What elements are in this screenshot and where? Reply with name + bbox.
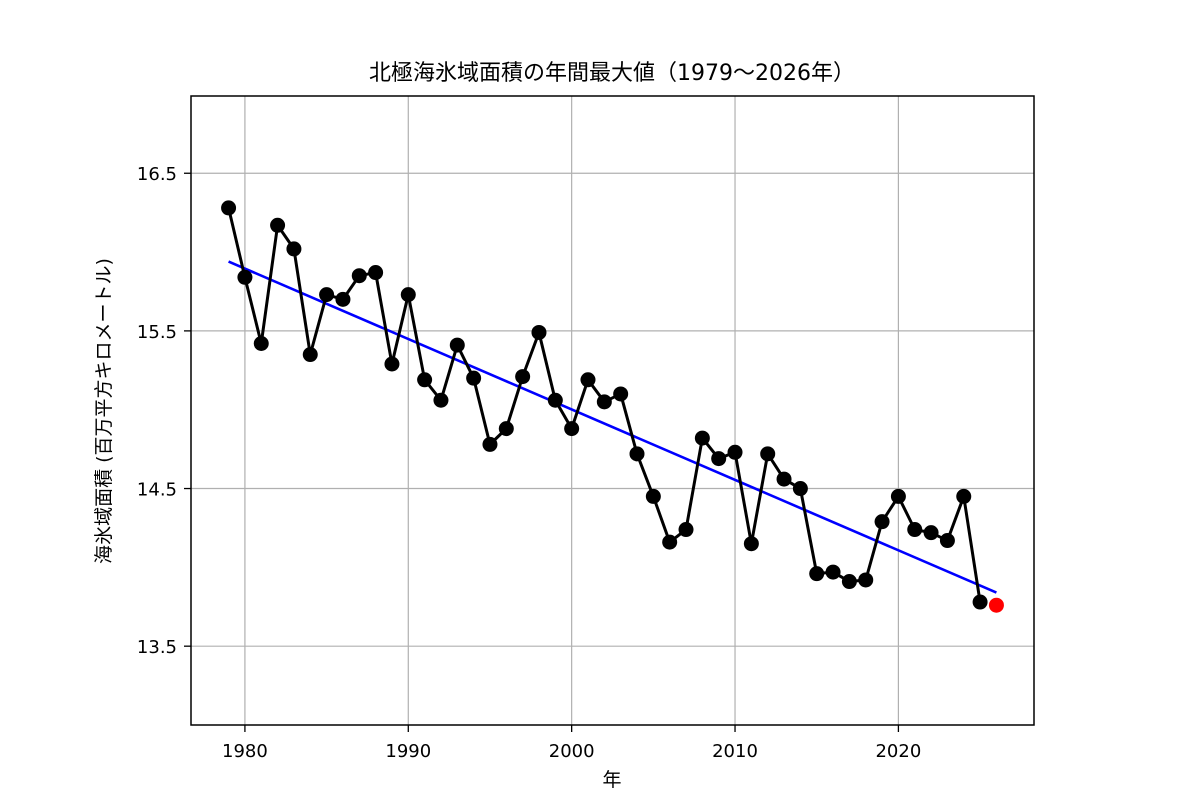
data-point (286, 241, 302, 257)
data-point (237, 269, 253, 285)
data-point (319, 287, 335, 303)
data-point (629, 446, 645, 462)
data-point (384, 356, 400, 372)
data-point (351, 268, 367, 284)
y-tick-label: 15.5 (137, 322, 177, 343)
y-axis-label: 海氷域面積 (百万平方キロメートル) (93, 258, 115, 564)
y-ticks: 13.5 14.5 15.5 16.5 (137, 164, 191, 658)
x-tick-label: 2010 (712, 741, 758, 762)
data-point (498, 421, 514, 437)
data-point (858, 572, 874, 588)
grid (191, 96, 1034, 725)
data-point (580, 372, 596, 388)
data-point (678, 522, 694, 538)
data-point (400, 287, 416, 303)
x-tick-label: 1990 (385, 741, 431, 762)
data-point (727, 444, 743, 460)
data-point (482, 436, 498, 452)
trend-line (228, 260, 997, 594)
data-point (645, 488, 661, 504)
data-point (956, 488, 972, 504)
data-point (221, 200, 237, 216)
data-point (792, 481, 808, 497)
chart-title: 北極海氷域面積の年間最大値（1979〜2026年） (369, 61, 855, 86)
x-tick-label: 1980 (222, 741, 268, 762)
data-point (270, 217, 286, 233)
x-axis-label: 年 (602, 769, 621, 791)
data-point (368, 265, 384, 281)
trend-line-segment (228, 260, 997, 594)
data-point (939, 533, 955, 549)
data-point (776, 471, 792, 487)
data-point (662, 534, 678, 550)
latest-data-point (988, 597, 1004, 613)
data-point (613, 386, 629, 402)
data-point (335, 291, 351, 307)
data-point (809, 566, 825, 582)
data-point (890, 488, 906, 504)
data-point (417, 372, 433, 388)
data-point (564, 421, 580, 437)
data-point (515, 369, 531, 385)
x-ticks: 1980 1990 2000 2010 2020 (222, 725, 921, 762)
y-tick-label: 16.5 (137, 164, 177, 185)
y-tick-label: 14.5 (137, 480, 177, 501)
data-point (466, 370, 482, 386)
data-point (760, 446, 776, 462)
data-point (841, 574, 857, 590)
data-point (874, 514, 890, 530)
data-point (531, 324, 547, 340)
x-tick-label: 2000 (549, 741, 595, 762)
data-point (433, 392, 449, 408)
data-point (825, 564, 841, 580)
x-tick-label: 2020 (875, 741, 921, 762)
y-tick-label: 13.5 (137, 637, 177, 658)
data-point (694, 430, 710, 446)
data-point (711, 451, 727, 467)
plot-frame (190, 95, 1035, 726)
data-point (907, 522, 923, 538)
data-point (743, 536, 759, 552)
data-point (923, 525, 939, 541)
data-point (449, 337, 465, 353)
data-point (596, 394, 612, 410)
data-point (972, 594, 988, 610)
data-points (221, 200, 1004, 613)
data-point (547, 392, 563, 408)
data-point (253, 336, 269, 352)
data-point (302, 347, 318, 363)
